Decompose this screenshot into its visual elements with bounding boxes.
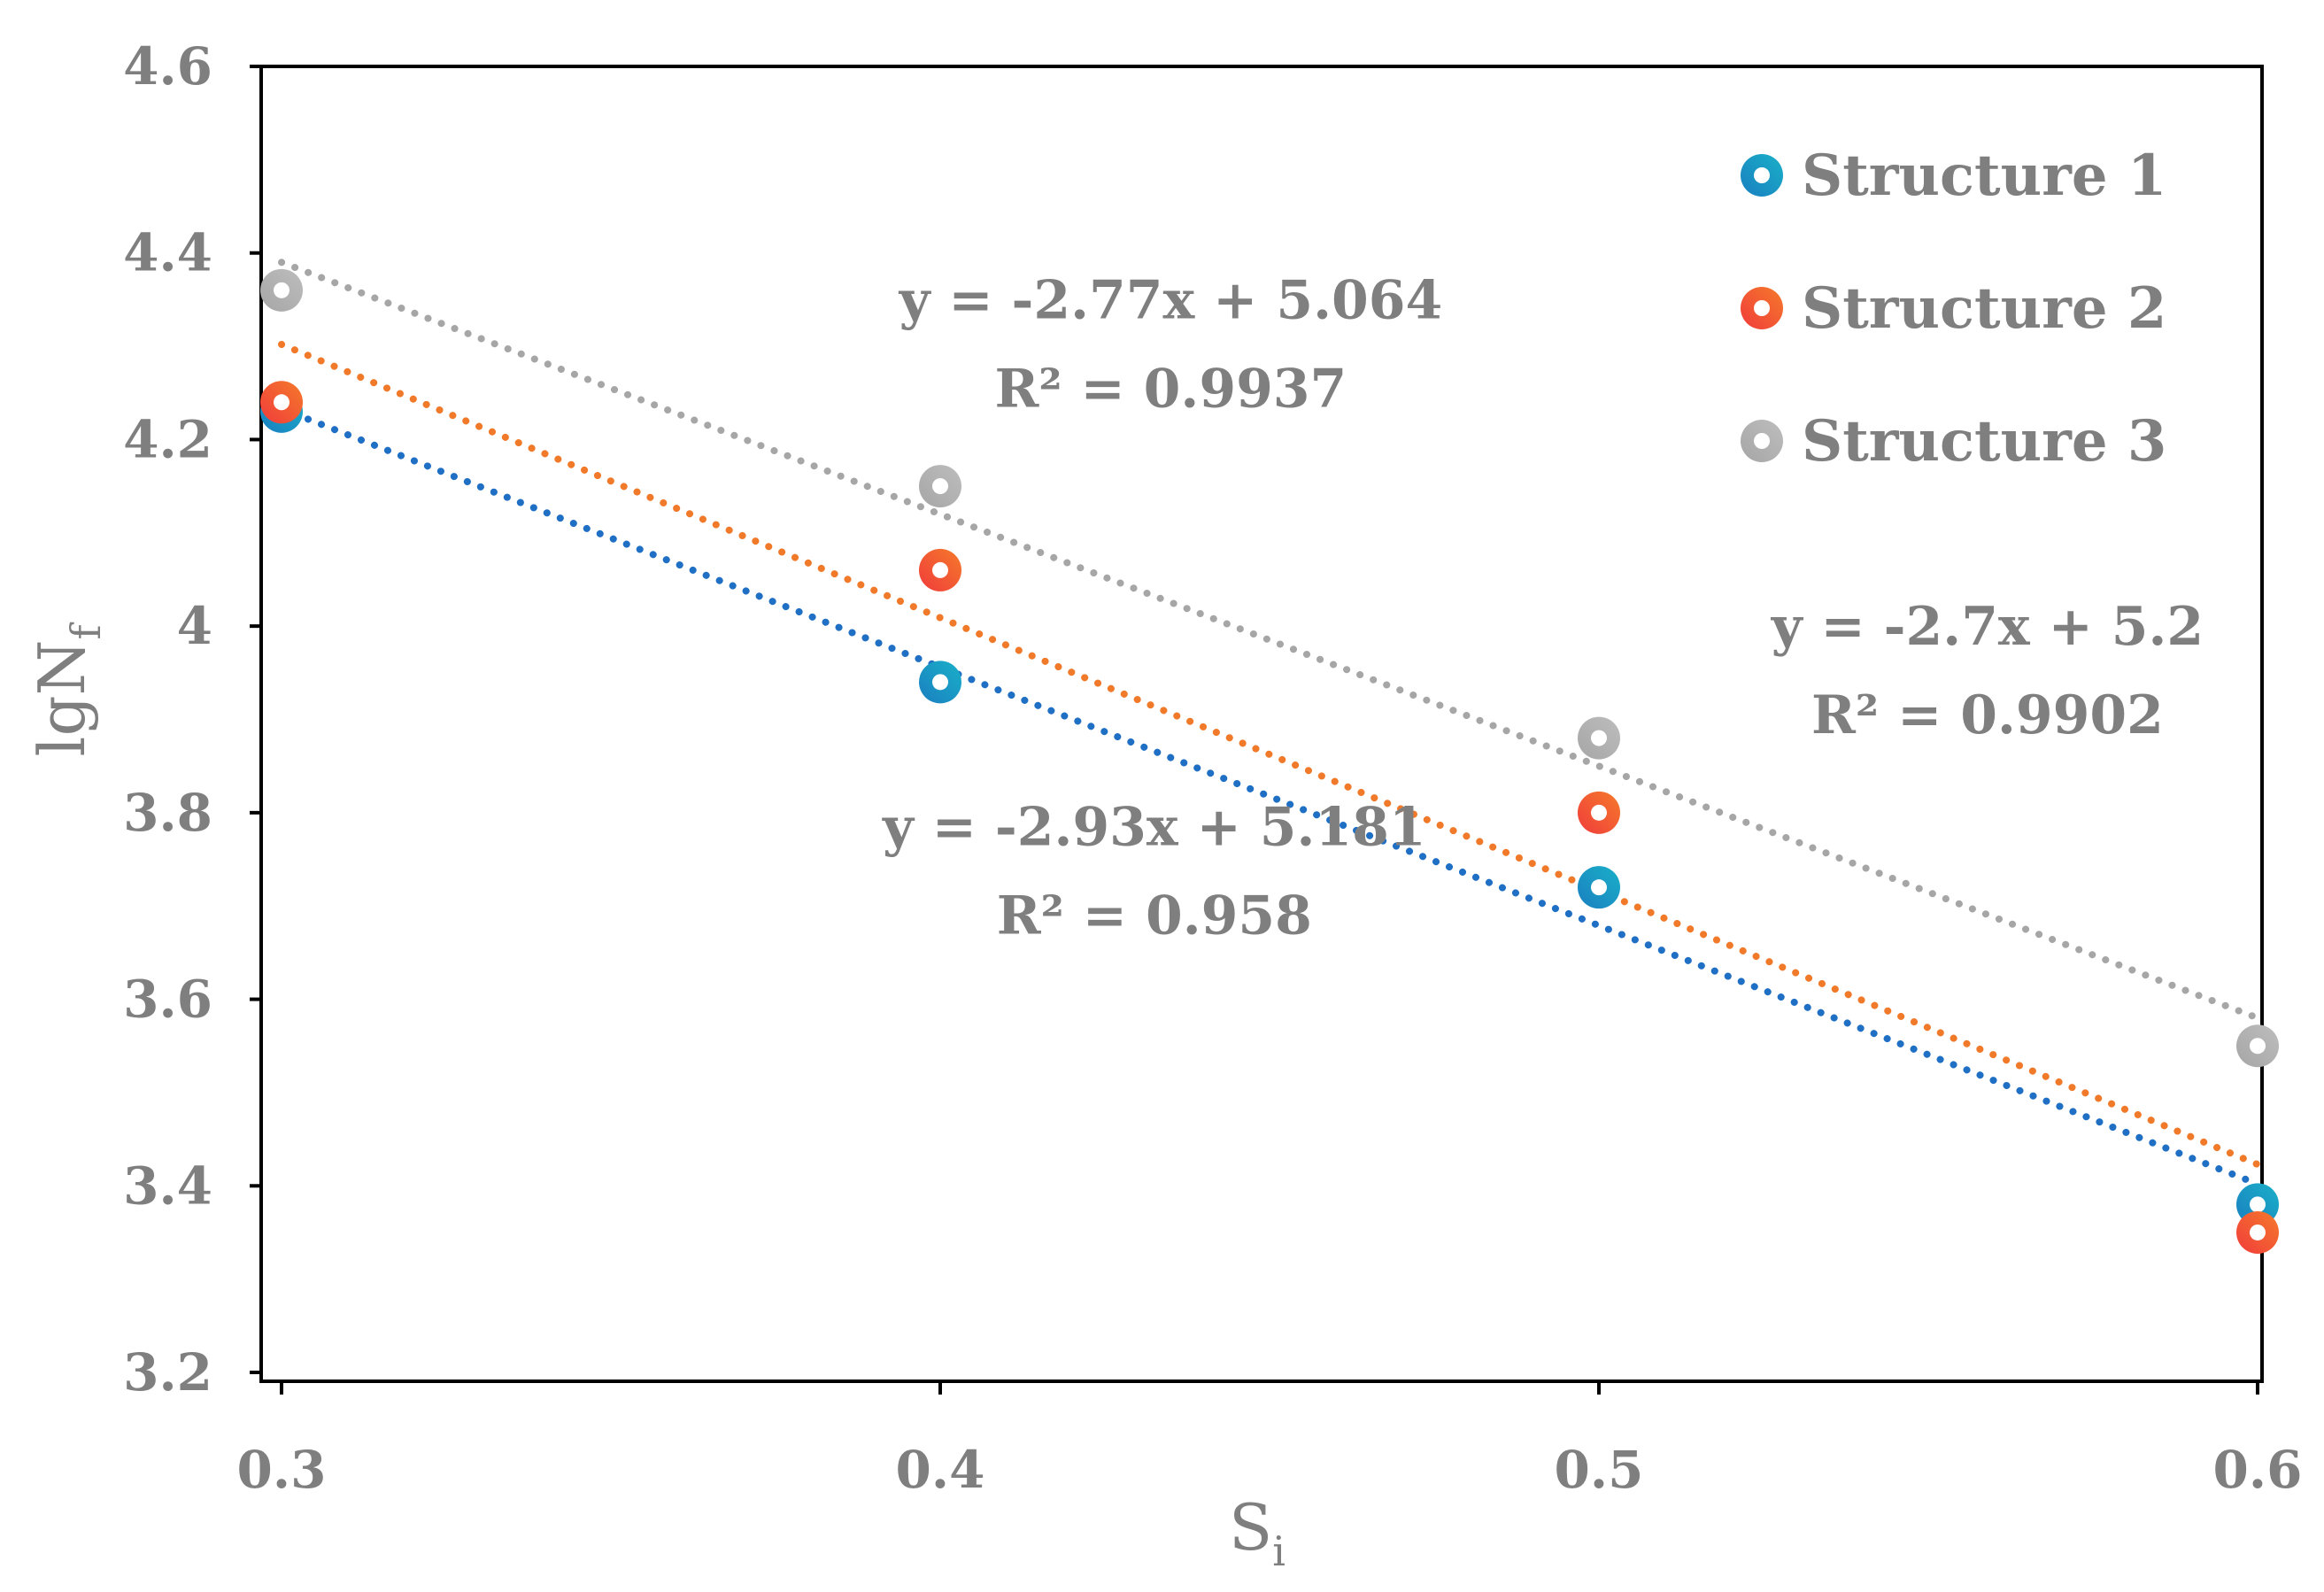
y-axis-title: lgNf xyxy=(25,622,110,756)
legend-label: Structure 3 xyxy=(1802,408,2166,475)
trendline-2 xyxy=(278,340,2261,1169)
legend: Structure 1 Structure 2 Structure 3 xyxy=(1741,143,2166,475)
plot-area xyxy=(259,65,2264,1383)
trendlines xyxy=(278,259,2261,1188)
legend-item-3: Structure 3 xyxy=(1741,408,2166,475)
r2-label-3: R² = 0.9902 xyxy=(1811,684,2164,746)
x-tick-label: 0.4 xyxy=(896,1440,985,1500)
x-tick-label: 0.3 xyxy=(237,1440,327,1500)
x-axis-ticks: 0.3 0.4 0.5 0.6 xyxy=(237,1379,2303,1500)
point-structure-1 xyxy=(1578,866,1620,909)
point-structure-2 xyxy=(919,548,961,591)
y-tick-label: 3.2 xyxy=(123,1342,212,1403)
y-tick-label: 3.4 xyxy=(123,1155,212,1216)
y-tick-label: 4.2 xyxy=(123,409,212,469)
legend-label: Structure 1 xyxy=(1802,143,2166,209)
y-tick-label: 4.4 xyxy=(123,223,212,283)
y-tick-label: 3.6 xyxy=(123,970,212,1030)
point-structure-2 xyxy=(1578,791,1620,834)
point-structure-2 xyxy=(260,381,303,424)
x-axis-title: Si xyxy=(1229,1490,1286,1575)
x-tick-label: 0.5 xyxy=(1555,1440,1644,1500)
x-tick-label: 0.6 xyxy=(2213,1440,2303,1500)
point-structure-3 xyxy=(2236,1024,2279,1068)
point-structure-2 xyxy=(2236,1210,2279,1254)
equation-label-2: y = -2.93x + 5.181 xyxy=(882,797,1426,859)
trendline-1 xyxy=(278,405,2261,1188)
point-structure-3 xyxy=(1578,716,1620,760)
y-tick-label: 4.6 xyxy=(123,36,212,97)
y-tick-label: 4 xyxy=(177,596,212,656)
legend-item-1: Structure 1 xyxy=(1741,143,2166,209)
trendline-3 xyxy=(278,259,2261,1022)
r2-label-1: R² = 0.9937 xyxy=(994,358,1347,420)
point-structure-3 xyxy=(919,465,961,508)
point-structure-1 xyxy=(919,661,961,704)
legend-item-2: Structure 2 xyxy=(1741,275,2166,342)
y-axis-ticks: 3.2 3.4 3.6 3.8 4 4.2 4.4 4.6 xyxy=(123,36,263,1403)
equation-label-1: y = -2.77x + 5.064 xyxy=(899,269,1443,331)
legend-label: Structure 2 xyxy=(1802,275,2166,342)
r2-label-2: R² = 0.958 xyxy=(997,885,1312,947)
equation-label-3: y = -2.7x + 5.2 xyxy=(1771,596,2204,658)
y-tick-label: 3.8 xyxy=(123,783,212,843)
trendline-annotations: y = -2.77x + 5.064 R² = 0.9937 y = -2.93x … xyxy=(882,269,2204,947)
data-points xyxy=(260,268,2279,1254)
point-structure-3 xyxy=(260,268,303,312)
